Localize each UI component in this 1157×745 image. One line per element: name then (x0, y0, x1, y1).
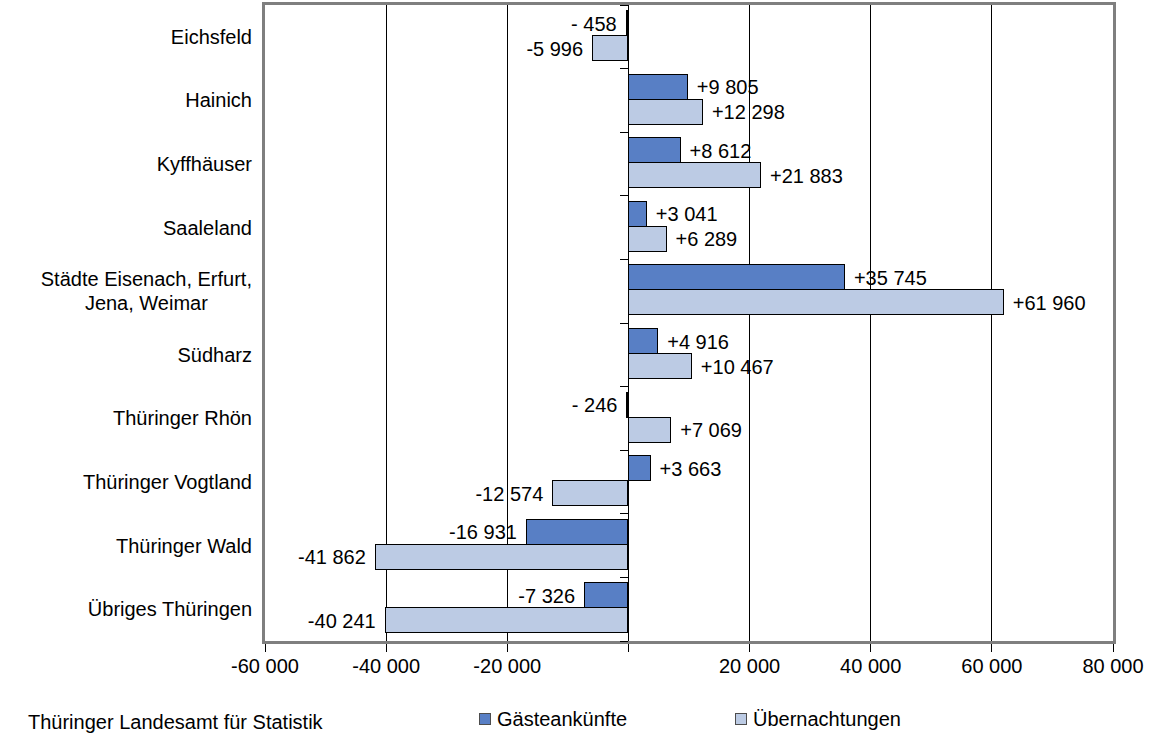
bar-value-label: +6 289 (676, 227, 738, 251)
bar (628, 353, 691, 379)
category-label-text: Saaleland (163, 216, 252, 240)
bar (592, 35, 628, 61)
category-label-text: Hainich (185, 88, 252, 112)
gridline (991, 5, 992, 641)
value-axis-tick (749, 644, 750, 652)
bar-value-label: +61 960 (1013, 291, 1086, 315)
category-label: Saaleland (0, 196, 252, 260)
bar-value-label: +21 883 (770, 164, 843, 188)
value-axis-tick (870, 644, 871, 652)
category-axis-tick (620, 68, 628, 69)
category-axis-tick (620, 323, 628, 324)
bar-value-label: -12 574 (475, 482, 543, 506)
category-label-text: Südharz (178, 343, 253, 367)
bar (628, 264, 845, 290)
category-label: Kyffhäuser (0, 132, 252, 196)
bar-value-label: - 458 (571, 12, 617, 36)
bar-value-label: -5 996 (526, 37, 583, 61)
value-axis-tick (1113, 644, 1114, 652)
legend-label: Gästeankünfte (497, 707, 627, 731)
bar (628, 455, 650, 481)
category-label: Städte Eisenach, Erfurt, Jena, Weimar (0, 259, 252, 323)
bar-value-label: +3 663 (660, 457, 722, 481)
value-axis-tick-label: 60 000 (961, 655, 1022, 677)
bar (552, 480, 628, 506)
category-axis-tick (620, 195, 628, 196)
category-axis-tick (620, 577, 628, 578)
legend-marker-gaesteankuenfte-icon (479, 713, 491, 725)
bar (628, 137, 680, 163)
bar-value-label: +4 916 (667, 330, 729, 354)
bar-value-label: -41 862 (298, 545, 366, 569)
bar (628, 226, 666, 252)
bar (375, 544, 629, 570)
category-axis-tick (620, 641, 628, 642)
bar-value-label: -40 241 (308, 609, 376, 633)
legend-label: Übernachtungen (753, 707, 901, 731)
bar-value-label: +8 612 (690, 139, 752, 163)
bar-value-label: +12 298 (712, 100, 785, 124)
category-label: Thüringer Vogtland (0, 450, 252, 514)
bar (628, 328, 658, 354)
bar (628, 201, 646, 227)
category-label-text: Städte Eisenach, Erfurt, Jena, Weimar (41, 267, 252, 315)
legend-item-gaesteankuenfte: Gästeankünfte (479, 707, 627, 731)
category-axis-tick (620, 132, 628, 133)
value-axis-tick-label: -60 000 (231, 655, 299, 677)
value-axis-tick-label: 80 000 (1082, 655, 1143, 677)
category-axis-tick (620, 513, 628, 514)
bar (628, 99, 702, 125)
legend-marker-uebernachtungen-icon (735, 713, 747, 725)
value-axis-tick (991, 644, 992, 652)
bar (628, 162, 761, 188)
bar (626, 392, 628, 418)
bar (584, 582, 628, 608)
bar-value-label: +9 805 (697, 75, 759, 99)
value-axis-tick (628, 644, 629, 652)
category-label: Südharz (0, 323, 252, 387)
legend-item-uebernachtungen: Übernachtungen (735, 707, 901, 731)
bar-value-label: +35 745 (854, 266, 927, 290)
category-label-text: Kyffhäuser (157, 152, 252, 176)
category-axis-tick (620, 450, 628, 451)
category-label: Übriges Thüringen (0, 577, 252, 641)
bar-value-label: +3 041 (656, 202, 718, 226)
value-axis-tick-label: -20 000 (473, 655, 541, 677)
category-label: Thüringer Wald (0, 514, 252, 578)
bar-value-label: -7 326 (518, 584, 575, 608)
bar (628, 74, 687, 100)
value-axis-tick-label: 20 000 (719, 655, 780, 677)
category-label-text: Thüringer Vogtland (83, 470, 252, 494)
value-axis-tick (386, 644, 387, 652)
bar (628, 417, 671, 443)
value-axis-tick-label: -40 000 (352, 655, 420, 677)
bar-value-label: -16 931 (449, 520, 517, 544)
value-axis-tick (265, 644, 266, 652)
bar-chart: Thüringer Landesamt für Statistik Gästea… (0, 0, 1157, 745)
bar (385, 607, 629, 633)
bar (526, 519, 629, 545)
bar (626, 10, 629, 36)
category-label-text: Übriges Thüringen (88, 597, 252, 621)
category-axis-tick (620, 386, 628, 387)
category-label-text: Thüringer Wald (116, 534, 252, 558)
bar-value-label: - 246 (572, 393, 618, 417)
category-label-text: Eichsfeld (171, 25, 252, 49)
source-text: Thüringer Landesamt für Statistik (28, 710, 323, 734)
category-label-text: Thüringer Rhön (113, 406, 252, 430)
category-axis-tick (620, 5, 628, 6)
value-axis-tick (507, 644, 508, 652)
category-label: Hainich (0, 69, 252, 133)
bar-value-label: +10 467 (701, 355, 774, 379)
category-label: Eichsfeld (0, 5, 252, 69)
value-axis-tick-label: 40 000 (840, 655, 901, 677)
category-axis-tick (620, 259, 628, 260)
gridline (870, 5, 871, 641)
bar-value-label: +7 069 (680, 418, 742, 442)
bar (628, 289, 1003, 315)
category-label: Thüringer Rhön (0, 387, 252, 451)
